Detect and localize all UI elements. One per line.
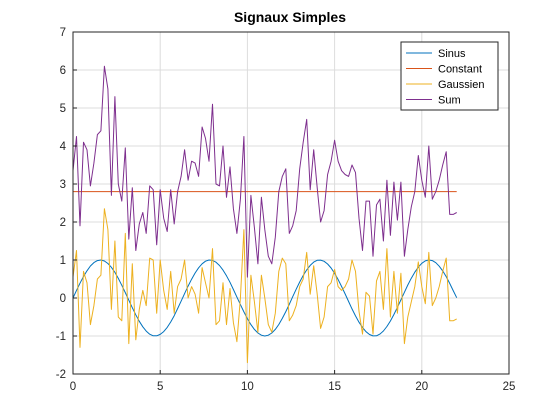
chart-title: Signaux Simples [234, 9, 346, 25]
legend-label: Gaussien [438, 79, 484, 91]
x-tick-label: 0 [70, 381, 76, 393]
legend-label: Constant [438, 64, 482, 76]
axes-box [72, 31, 510, 375]
y-tick-label: -2 [56, 369, 66, 381]
y-tick-label: -1 [56, 331, 66, 343]
series-line-sinus [72, 259, 458, 337]
y-tick-label: 7 [60, 27, 66, 39]
x-tick-label: 15 [328, 381, 341, 393]
x-tick-label: 25 [503, 381, 516, 393]
x-tick-label: 20 [415, 381, 428, 393]
plot-area [72, 65, 458, 364]
y-tick-label: 3 [60, 179, 66, 191]
legend-label: Sinus [438, 48, 466, 60]
y-tick-label: 4 [60, 141, 67, 153]
legend-label: Sum [438, 95, 461, 107]
series-line-gaussien [72, 208, 457, 364]
legend: Sinus Constant Gaussien Sum [400, 41, 499, 111]
series-line-sum [72, 65, 457, 278]
y-tick-label: 1 [60, 255, 66, 267]
x-tick-label: 10 [241, 381, 254, 393]
y-tick-label: 0 [60, 293, 66, 305]
y-tick-label: 2 [60, 217, 66, 229]
x-tick-label: 5 [157, 381, 163, 393]
y-tick-label: 5 [60, 103, 66, 115]
axis-ticks: 0 5 10 15 20 25 -2 -1 0 1 2 3 4 5 6 7 [56, 27, 516, 393]
y-tick-label: 6 [60, 65, 66, 77]
